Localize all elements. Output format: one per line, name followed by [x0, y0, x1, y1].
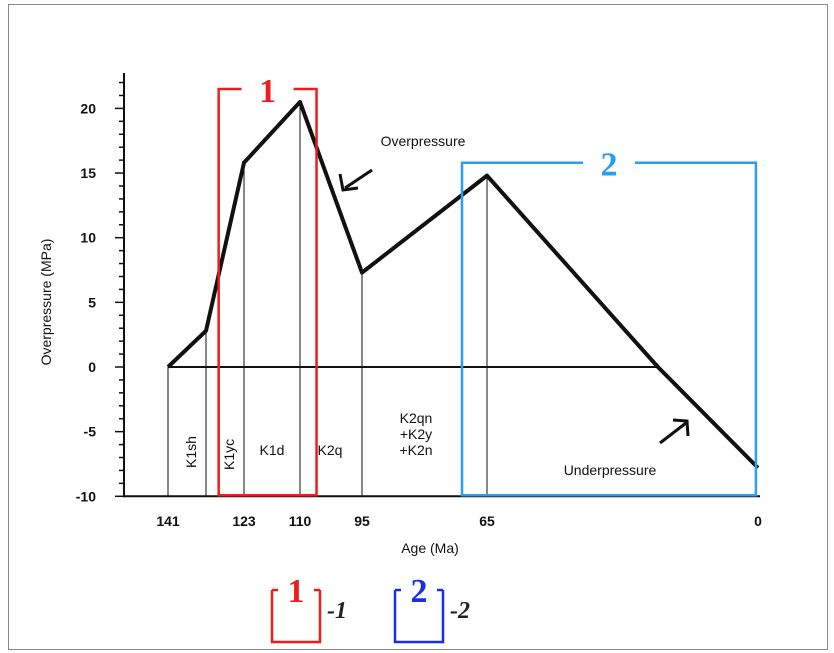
strat-unit-k1yc: K1yc: [221, 439, 237, 470]
legend-number-1: 1: [288, 573, 305, 610]
labels-layer: K1sh K1yc K1d K2q K2qn +K2y +K2n Overpressure Un…: [183, 133, 690, 478]
y-tick-label: 10: [80, 230, 96, 246]
strat-unit-k1sh: K1sh: [183, 436, 199, 468]
x-axis-title: Age (Ma): [401, 540, 459, 556]
overpressure-annotation: Overpressure: [381, 133, 466, 149]
highlight-boxes: 12: [217, 73, 758, 497]
overpressure-arrowhead: [338, 173, 359, 192]
highlight-box-1-label: 1: [259, 73, 276, 110]
strat-unit-k2qn-k2y-k2n: K2qn +K2y +K2n: [399, 410, 432, 458]
overpressure-arrow: [344, 168, 373, 190]
strat-unit-line: +K2y: [400, 426, 432, 442]
legend-number-2: 2: [411, 573, 428, 610]
series-layer: [166, 99, 760, 470]
figure-frame: [8, 4, 828, 650]
x-tick-label: 141: [156, 513, 180, 529]
horizon-lines: [167, 101, 658, 497]
underpressure-arrowhead: [672, 418, 690, 437]
x-tick-label: 123: [232, 513, 256, 529]
highlight-box-2: [460, 161, 758, 497]
legend-suffix-2: -2: [450, 598, 470, 624]
legend-box-2: [393, 590, 445, 644]
underpressure-arrow: [659, 421, 687, 445]
y-tick-label: -5: [84, 424, 97, 440]
y-tick-label: -10: [76, 488, 96, 504]
overpressure-curve: [166, 99, 760, 470]
underpressure-annotation: Underpressure: [564, 462, 657, 478]
x-tick-label: 0: [754, 513, 762, 529]
x-tick-label: 95: [354, 513, 370, 529]
legend: 1 -1 2 -2: [270, 573, 470, 644]
strat-unit-k2q: K2q: [318, 442, 343, 458]
highlight-box-1: [217, 87, 318, 497]
y-tick-label: 5: [88, 294, 96, 310]
strat-unit-line: K2qn: [400, 410, 433, 426]
legend-box-1: [270, 590, 322, 644]
x-tick-label: 110: [289, 513, 312, 529]
highlight-box-2-label: 2: [600, 147, 617, 184]
y-tick-label: 0: [88, 359, 96, 375]
x-tick-label: 65: [479, 513, 495, 529]
y-tick-label: 15: [80, 165, 96, 181]
y-axis-title: Overpressure (MPa): [38, 239, 54, 366]
y-tick-label: 20: [80, 100, 96, 116]
strat-unit-line: +K2n: [399, 442, 432, 458]
legend-suffix-1: -1: [327, 598, 347, 624]
strat-unit-k1d: K1d: [260, 442, 285, 458]
